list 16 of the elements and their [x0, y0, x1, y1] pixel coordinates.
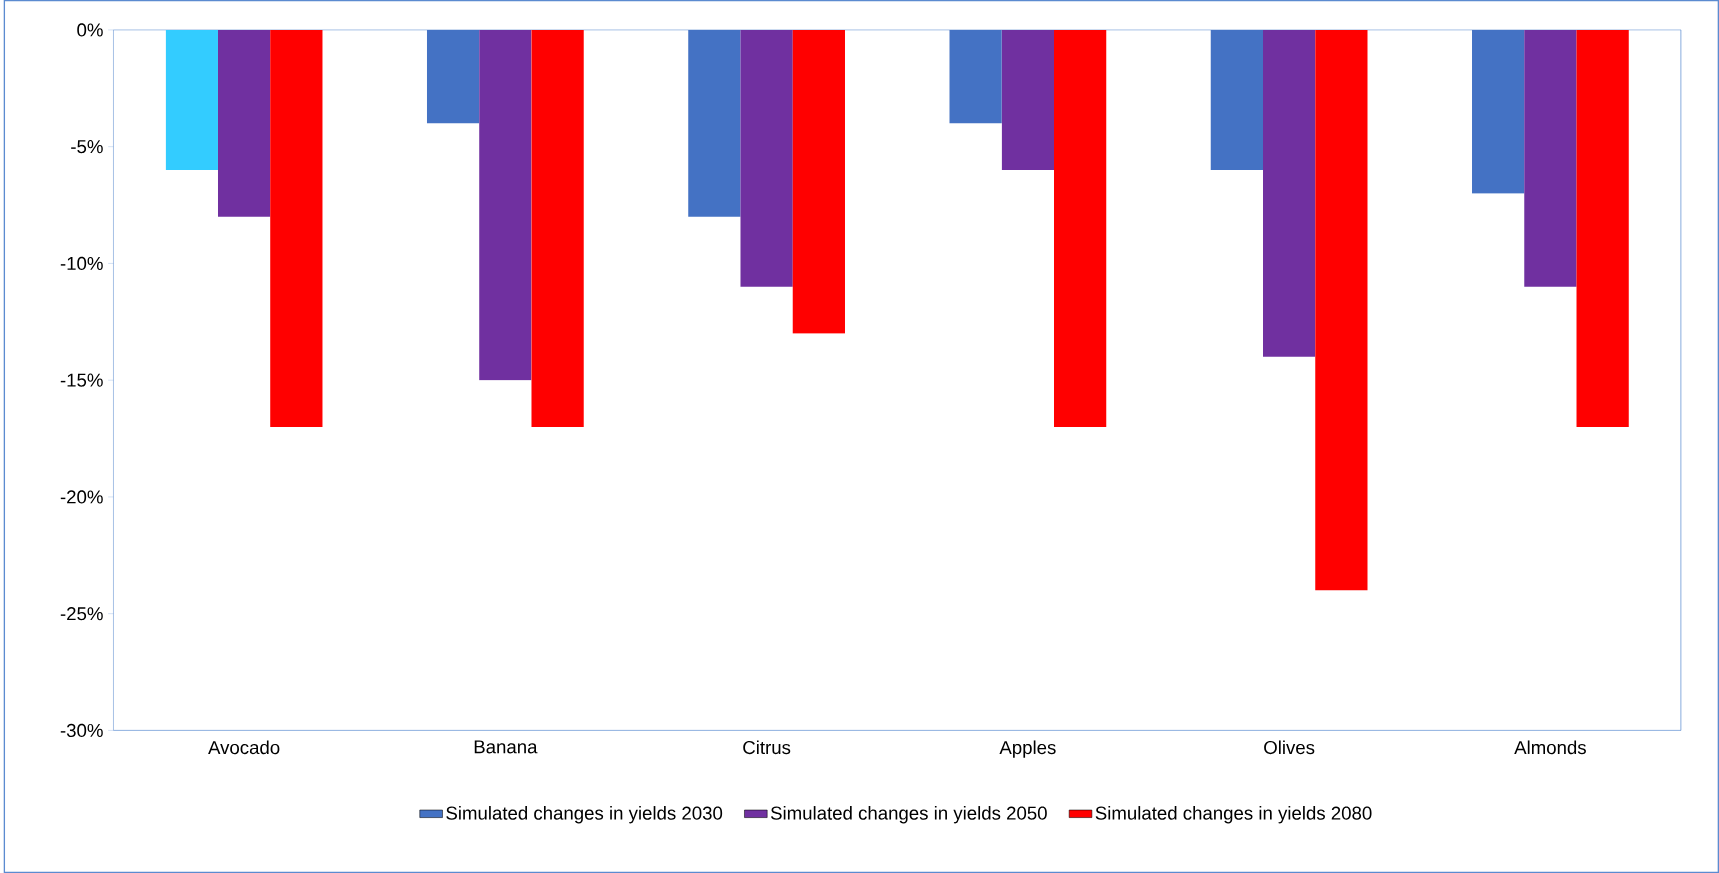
legend-label: Simulated changes in yields 2030: [446, 806, 723, 824]
x-tick-label: Almonds: [1514, 740, 1586, 755]
y-tick-label: -30%: [60, 723, 103, 737]
y-tick-label: -20%: [60, 490, 103, 504]
y-tick-label: 0%: [77, 23, 103, 37]
y-tick-label: -15%: [60, 373, 103, 387]
y-tick-label: -10%: [60, 256, 103, 270]
x-tick-label: Apples: [999, 740, 1056, 758]
legend-label: Simulated changes in yields 2050: [770, 806, 1047, 824]
x-tick-label: Citrus: [743, 740, 791, 755]
y-tick-label: -5%: [71, 140, 103, 154]
legend-label: Simulated changes in yields 2080: [1095, 806, 1372, 824]
x-tick-label: Avocado: [208, 740, 280, 755]
y-tick-label: -25%: [60, 607, 103, 621]
x-tick-label: Banana: [474, 740, 538, 754]
x-tick-label: Olives: [1264, 740, 1315, 755]
